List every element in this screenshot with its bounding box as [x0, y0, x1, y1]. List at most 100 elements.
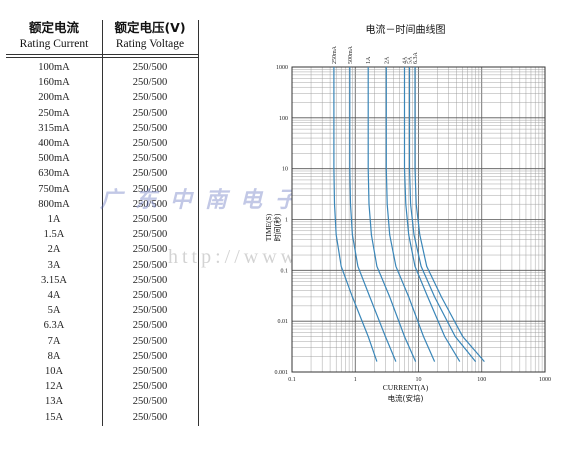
curve-1A	[367, 67, 417, 362]
rating-voltage-cell: 250/500	[132, 107, 168, 119]
rating-current-cell: 12A	[44, 381, 64, 393]
curve-label: 5A	[407, 56, 413, 64]
y-tick-label: 10	[282, 167, 288, 173]
rating-current-cell: 2A	[47, 244, 61, 256]
header-voltage-cn: 额定电压(V)	[114, 20, 186, 35]
rating-current-cell: 13A	[44, 396, 64, 408]
rating-voltage-cell: 250/500	[132, 198, 168, 210]
rating-current-cell: 400mA	[38, 138, 70, 149]
rating-current-cell: 500mA	[38, 153, 70, 165]
table-row: 315mA 250/500	[6, 121, 198, 136]
table-row: 13A 250/500	[6, 394, 198, 409]
rating-current-cell: 7A	[47, 335, 61, 347]
rating-voltage-cell: 250/500	[132, 259, 168, 271]
rating-voltage-cell: 250/500	[132, 411, 168, 423]
table-row: 3.15A 250/500	[6, 273, 198, 288]
x-tick-label: 1	[354, 377, 357, 383]
table-row: 6.3A 250/500	[6, 318, 198, 333]
x-axis-label-cn: 电流(安培)	[388, 393, 424, 403]
rating-current-cell: 315mA	[38, 122, 70, 134]
rating-voltage-cell: 250/500	[132, 274, 168, 286]
chart-title: 电流－时间曲线图	[366, 23, 446, 36]
curve-2A	[385, 67, 436, 362]
y-tick-label: 1000	[276, 65, 288, 71]
header-rating-voltage: 额定电压(V) Rating Voltage	[102, 20, 198, 52]
curve-label: 250mA	[332, 45, 338, 64]
rating-current-cell: 8A	[47, 350, 61, 362]
rating-voltage-cell: 250/500	[132, 335, 168, 347]
table-row: 160mA 250/500	[6, 75, 198, 90]
rating-current-cell: 10A	[44, 366, 64, 377]
table-row: 1A 250/500	[6, 212, 198, 227]
table-row: 750mA 250/500	[6, 182, 198, 197]
curve-label: 4A	[402, 56, 408, 64]
plot-frame	[291, 66, 546, 373]
rating-voltage-cell: 250/500	[132, 77, 168, 89]
rating-voltage-cell: 250/500	[132, 320, 168, 332]
rating-current-cell: 800mA	[38, 198, 70, 210]
curve-6-3A	[414, 67, 485, 362]
rating-voltage-cell: 250/500	[132, 62, 168, 73]
x-tick-label: 1000	[539, 377, 551, 383]
x-tick-label: 100	[477, 377, 486, 383]
rating-current-cell: 100mA	[38, 62, 70, 73]
rating-current-cell: 5A	[47, 305, 61, 317]
rating-voltage-cell: 250/500	[132, 305, 168, 317]
curve-4A	[403, 67, 461, 362]
table-row: 8A 250/500	[6, 349, 198, 364]
curve-250mA	[333, 67, 378, 362]
rating-voltage-cell: 250/500	[132, 122, 168, 134]
curve-500mA	[349, 67, 397, 362]
rating-current-cell: 6.3A	[43, 320, 65, 332]
rating-voltage-cell: 250/500	[132, 290, 168, 301]
rating-voltage-cell: 250/500	[132, 229, 168, 241]
curve-label: 500mA	[348, 45, 354, 64]
rating-voltage-cell: 250/500	[132, 153, 168, 165]
rating-voltage-cell: 250/500	[132, 168, 168, 180]
table-right-border	[198, 20, 199, 426]
table-header: 额定电流 Rating Current 额定电压(V) Rating Volta…	[6, 20, 198, 54]
curve-label: 2A	[384, 56, 390, 64]
table-row: 10A 250/500	[6, 364, 198, 379]
table-row: 250mA 250/500	[6, 106, 198, 121]
y-tick-label: 0.1	[281, 268, 289, 274]
table-row: 630mA 250/500	[6, 166, 198, 181]
table-row: 500mA 250/500	[6, 151, 198, 166]
curve-label: 6.3A	[413, 52, 419, 65]
y-axis-label-cn: 时间(秒)	[272, 213, 282, 241]
rating-current-cell: 750mA	[38, 183, 70, 195]
rating-current-cell: 160mA	[38, 77, 70, 89]
x-tick-label: 10	[416, 377, 422, 383]
table-row: 100mA 250/500	[6, 60, 198, 75]
y-tick-label: 1	[285, 218, 288, 224]
rating-voltage-cell: 250/500	[132, 214, 168, 225]
table-row: 2A 250/500	[6, 242, 198, 257]
table-row: 400mA 250/500	[6, 136, 198, 151]
rating-voltage-cell: 250/500	[132, 244, 168, 256]
rating-current-cell: 3A	[47, 259, 61, 271]
column-divider	[102, 20, 103, 426]
table-row: 3A 250/500	[6, 258, 198, 273]
header-current-en: Rating Current	[19, 38, 89, 50]
x-axis-label: CURRENT(A)	[383, 383, 429, 392]
y-axis-label: TIME(S)	[264, 213, 273, 241]
rating-voltage-cell: 250/500	[132, 138, 168, 149]
rating-voltage-cell: 250/500	[132, 381, 168, 393]
header-rating-current: 额定电流 Rating Current	[6, 20, 102, 52]
curve-5A	[408, 67, 477, 362]
table-row: 7A 250/500	[6, 334, 198, 349]
x-tick-label: 0.1	[288, 377, 296, 383]
rating-current-cell: 1A	[47, 214, 61, 225]
table-row: 5A 250/500	[6, 303, 198, 318]
rating-voltage-cell: 250/500	[132, 92, 168, 104]
rating-current-cell: 200mA	[38, 92, 70, 104]
table-row: 200mA 250/500	[6, 90, 198, 105]
rating-current-cell: 3.15A	[41, 274, 67, 286]
header-current-cn: 额定电流	[28, 20, 79, 35]
rating-voltage-cell: 250/500	[132, 350, 168, 362]
table-row: 15A 250/500	[6, 410, 198, 425]
rating-current-cell: 1.5A	[43, 229, 65, 241]
rating-current-cell: 630mA	[38, 168, 70, 180]
